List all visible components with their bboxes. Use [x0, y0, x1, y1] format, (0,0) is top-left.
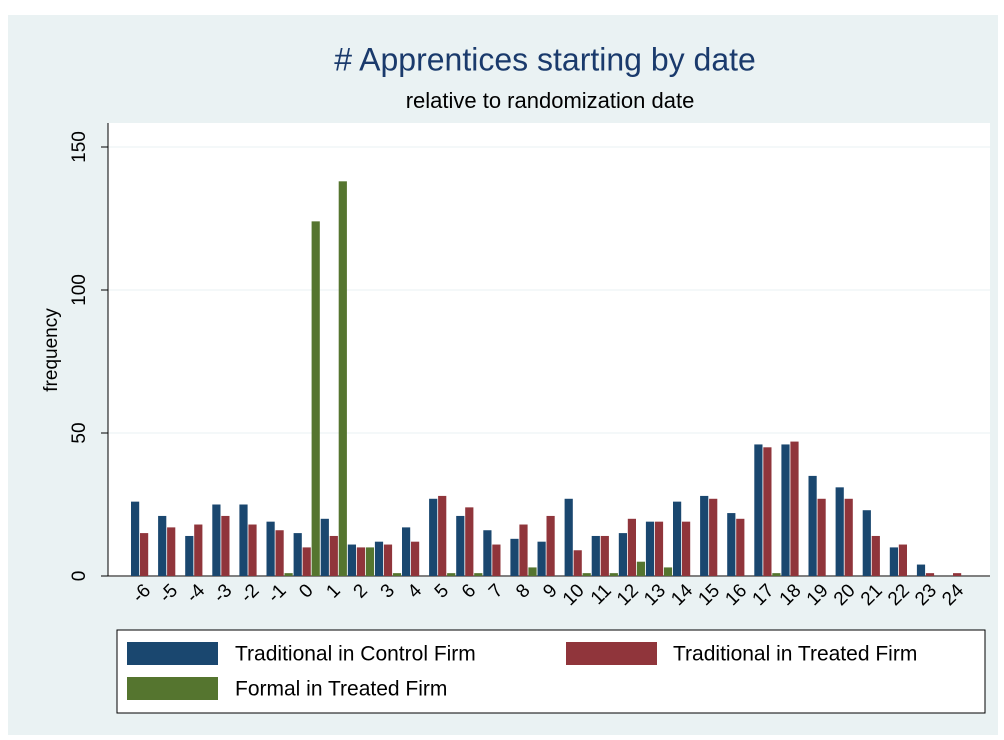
bar: [456, 515, 465, 576]
bar: [383, 544, 393, 576]
bar: [429, 498, 438, 576]
y-tick-label: 0: [69, 571, 90, 582]
bar: [600, 535, 609, 576]
legend-label: Formal in Treated Firm: [235, 678, 447, 701]
bar: [212, 504, 221, 576]
bar: [266, 521, 275, 576]
bar: [140, 533, 149, 576]
bar: [248, 524, 257, 576]
bar: [654, 521, 664, 576]
legend-label: Traditional in Control Firm: [235, 643, 476, 666]
bar: [528, 567, 537, 576]
bar: [627, 518, 636, 576]
bar: [194, 524, 203, 576]
bar: [808, 475, 817, 576]
bar: [781, 444, 790, 576]
bar: [636, 561, 645, 576]
bar: [275, 530, 284, 576]
y-tick-label: 100: [69, 274, 90, 306]
bar: [754, 444, 763, 576]
bar: [609, 573, 618, 576]
bar: [889, 547, 898, 576]
bar: [862, 510, 871, 576]
bar: [871, 535, 880, 576]
bar: [709, 498, 718, 576]
bar: [618, 533, 627, 576]
bar: [663, 567, 673, 576]
bar: [682, 521, 691, 576]
bar: [564, 498, 573, 576]
bar: [763, 447, 772, 576]
bar: [338, 181, 347, 576]
bar: [817, 498, 826, 576]
bar: [320, 518, 329, 576]
legend-swatch: [127, 642, 218, 665]
bar: [131, 501, 140, 576]
bar: [356, 547, 365, 576]
bar: [158, 515, 167, 576]
y-axis-label: frequency: [41, 308, 62, 392]
bar: [311, 221, 320, 577]
bar: [844, 498, 853, 576]
bar: [302, 547, 311, 576]
bar: [772, 573, 781, 576]
bar: [329, 535, 338, 576]
bar: [284, 573, 293, 576]
bar: [465, 507, 474, 576]
bar: [736, 518, 745, 576]
bar: [221, 515, 230, 576]
bar: [167, 527, 176, 576]
bar: [510, 538, 519, 576]
bar: [392, 573, 402, 576]
legend-label: Traditional in Treated Firm: [673, 643, 917, 666]
bar: [546, 515, 555, 576]
chart-title: # Apprentices starting by date: [334, 41, 756, 77]
bar: [519, 524, 528, 576]
bar: [916, 564, 926, 576]
y-tick-label: 150: [69, 131, 90, 163]
bar: [293, 533, 302, 576]
bar: [474, 573, 483, 576]
bar: [537, 541, 546, 576]
bar: [483, 530, 492, 576]
bar: [790, 441, 799, 576]
bar: [447, 573, 456, 576]
bar: [835, 487, 844, 576]
legend-swatch: [127, 677, 218, 700]
bar: [591, 535, 600, 576]
bar: [727, 513, 736, 576]
bar: [645, 521, 655, 576]
bar: [374, 541, 384, 576]
chart-subtitle: relative to randomization date: [406, 88, 695, 113]
bar: [185, 535, 194, 576]
bar: [953, 573, 962, 576]
y-tick-label: 50: [69, 422, 90, 443]
bar: [898, 544, 907, 576]
bar: [411, 541, 420, 576]
bar: [402, 527, 411, 576]
bar: [492, 544, 501, 576]
bar: [700, 495, 709, 576]
bar: [347, 544, 356, 576]
bar: [239, 504, 248, 576]
legend-swatch: [566, 642, 657, 665]
bar: [582, 573, 591, 576]
bar: [365, 547, 374, 576]
bar: [573, 550, 582, 576]
bar: [925, 573, 935, 576]
bar: [673, 501, 682, 576]
legend: [116, 629, 986, 714]
bar: [438, 495, 447, 576]
